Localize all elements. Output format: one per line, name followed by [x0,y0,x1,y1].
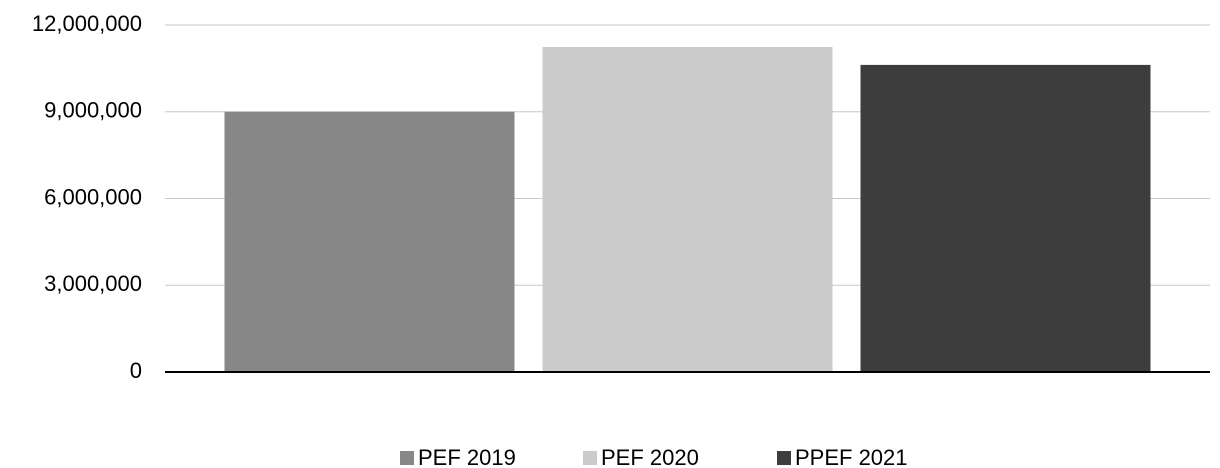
bar [860,64,1151,372]
y-tick-label: 6,000,000 [44,184,142,209]
legend-label: PPEF 2021 [795,445,908,468]
legend-swatch [777,451,791,465]
y-tick-label: 12,000,000 [32,11,142,36]
y-tick-label: 0 [130,358,142,383]
legend-label: PEF 2019 [418,445,516,468]
bar [224,111,515,372]
legend-label: PEF 2020 [601,445,699,468]
legend-swatch [400,451,414,465]
bar [542,46,833,373]
y-tick-label: 9,000,000 [44,98,142,123]
y-tick-label: 3,000,000 [44,271,142,296]
legend-swatch [583,451,597,465]
